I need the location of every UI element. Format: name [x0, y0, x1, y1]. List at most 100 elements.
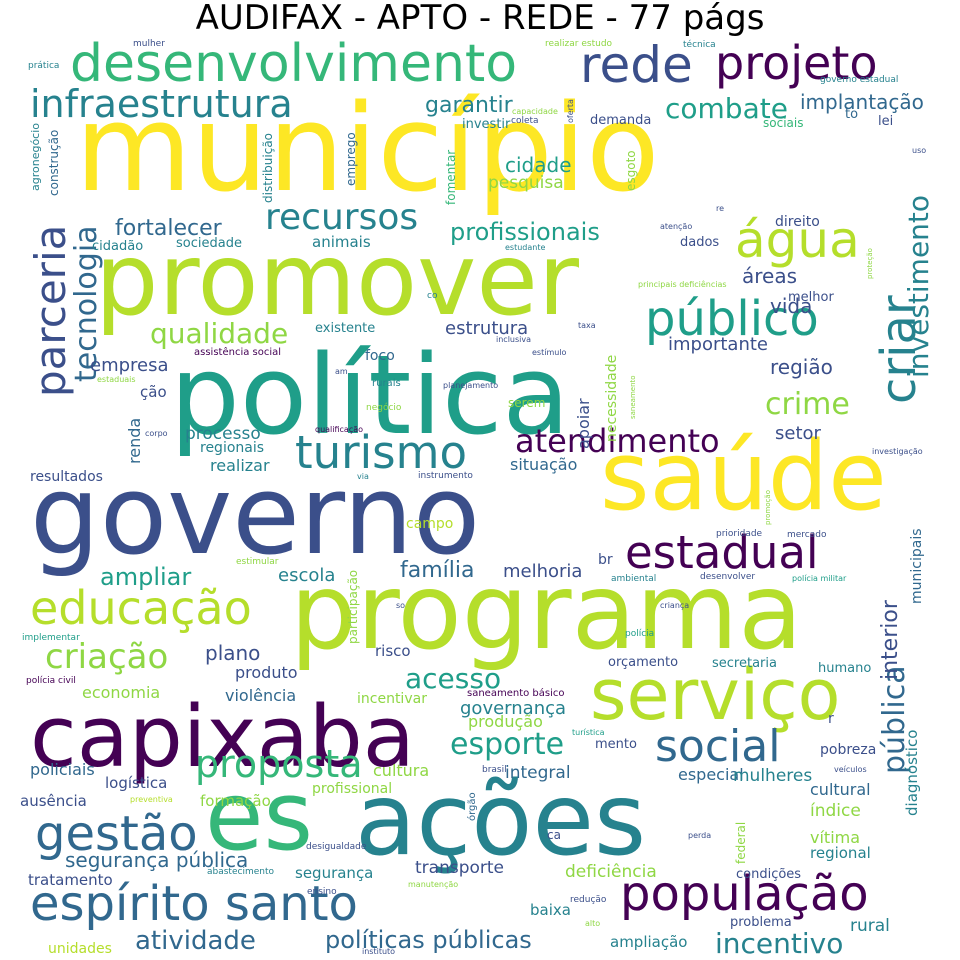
word-dados: dados	[680, 235, 720, 250]
word-orgao: órgão	[467, 792, 478, 821]
word-saneamento-basico: saneamento básico	[467, 688, 565, 699]
word-mercado: mercado	[787, 530, 827, 540]
word-distribuicao: distribuição	[261, 132, 275, 203]
word-pratica: prática	[28, 61, 60, 71]
word-ampliacao: ampliação	[610, 933, 688, 951]
word-promocao: promoção	[764, 490, 772, 525]
word-ensino: ensino	[307, 887, 337, 897]
word-cao: ção	[140, 383, 167, 401]
word-protecao: proteção	[866, 248, 874, 279]
word-fortalecer: fortalecer	[115, 216, 222, 241]
word-br: br	[598, 552, 613, 568]
word-rural: rural	[850, 916, 890, 936]
word-uso: uso	[912, 146, 927, 155]
word-re: re	[716, 204, 725, 213]
word-incentivo: incentivo	[715, 927, 844, 960]
word-preventiva: preventiva	[130, 795, 173, 804]
word-alto: alto	[585, 919, 601, 928]
word-policia-militar: polícia militar	[792, 574, 847, 583]
word-perda: perda	[688, 831, 712, 840]
word-serem: serem	[508, 396, 546, 410]
word-transporte: transporte	[415, 858, 505, 878]
word-taxa: taxa	[578, 321, 596, 330]
word-mento: mento	[595, 737, 637, 752]
word-coleta: coleta	[511, 116, 539, 126]
word-necessidade: necessidade	[604, 354, 620, 442]
word-existente: existente	[315, 321, 376, 336]
word-mulher: mulher	[133, 39, 165, 49]
word-escola: escola	[278, 565, 336, 586]
word-federal: federal	[734, 821, 748, 864]
word-ambiental: ambiental	[611, 574, 657, 584]
word-unidades: unidades	[48, 941, 112, 957]
word-realizar-estudo: realizar estudo	[545, 39, 613, 49]
word-prioridade: prioridade	[716, 529, 763, 539]
word-instrumento: instrumento	[418, 471, 473, 481]
word-crianca: criança	[660, 601, 690, 610]
word-profissionais: profissionais	[450, 218, 600, 246]
word-principais-deficiencias: principais deficiências	[638, 280, 727, 289]
word-estaduais: estaduais	[97, 375, 136, 384]
word-manutencao: manutenção	[408, 880, 459, 889]
word-reducao: redução	[570, 895, 607, 905]
word-producao: produção	[468, 712, 543, 731]
word-incentivar: incentivar	[357, 691, 427, 707]
word-areas: áreas	[742, 264, 798, 288]
word-logistica: logística	[105, 774, 168, 792]
word-governo: governo	[30, 451, 481, 579]
word-estrutura: estrutura	[445, 318, 529, 339]
word-rede: rede	[580, 36, 693, 94]
word-desenvolver: desenvolver	[700, 572, 756, 582]
word-estimulo: estímulo	[532, 348, 567, 357]
word-formacao: formação	[200, 792, 271, 810]
word-abastecimento: abastecimento	[207, 867, 274, 877]
word-processo: processo	[185, 424, 261, 444]
word-corpo: corpo	[145, 429, 168, 438]
word-municipio: município	[75, 80, 660, 219]
word-investimento: investimento	[902, 194, 935, 378]
word-governo-estadual: governo estadual	[820, 75, 899, 85]
word-melhoria: melhoria	[503, 561, 583, 582]
word-criacao: criação	[45, 637, 169, 677]
word-governanca: governança	[460, 698, 567, 719]
word-populacao: população	[620, 866, 869, 922]
word-esporte: esporte	[450, 727, 565, 762]
word-veiculos: veículos	[834, 765, 867, 774]
word-infraestrutura: infraestrutura	[30, 82, 293, 126]
word-qualidade: qualidade	[150, 317, 289, 350]
word-empresa: empresa	[90, 355, 169, 376]
word-turistica: turística	[572, 728, 605, 737]
word-plano: plano	[205, 641, 261, 665]
word-pobreza: pobreza	[820, 742, 877, 758]
word-desenvolvimento: desenvolvimento	[70, 34, 518, 94]
word-agronegocio: agronegócio	[29, 122, 42, 191]
word-vitima: vítima	[810, 828, 861, 847]
word-r: r	[828, 711, 834, 727]
word-condicoes: condições	[736, 867, 802, 882]
word-co: co	[427, 291, 438, 301]
word-especial: especial	[678, 765, 744, 784]
word-deficiencia: deficiência	[565, 862, 657, 882]
word-implantacao: implantação	[800, 90, 924, 114]
word-economia: economia	[82, 683, 161, 702]
word-tratamento: tratamento	[28, 871, 113, 889]
word-interior: interior	[878, 600, 903, 680]
word-garantir: garantir	[425, 93, 513, 118]
word-policia: polícia	[625, 629, 655, 639]
word-fomentar: fomentar	[444, 149, 458, 205]
word-diagnostico: diagnóstico	[903, 729, 921, 816]
word-campo: campo	[406, 516, 454, 532]
word-integral: integral	[505, 763, 571, 783]
word-esgoto: esgoto	[624, 150, 638, 191]
word-indice: índice	[810, 801, 861, 821]
word-apoiar: apoiar	[574, 398, 593, 449]
word-municipais: municipais	[909, 528, 925, 604]
word-sociedade: sociedade	[176, 236, 242, 251]
word-policiais: policiais	[30, 760, 95, 779]
word-violencia: violência	[225, 686, 297, 705]
word-estimular: estimular	[236, 557, 279, 567]
word-seguranca-publica: segurança pública	[65, 848, 249, 872]
word-rurais: rurais	[372, 378, 401, 389]
word-educacao: educação	[30, 581, 252, 635]
